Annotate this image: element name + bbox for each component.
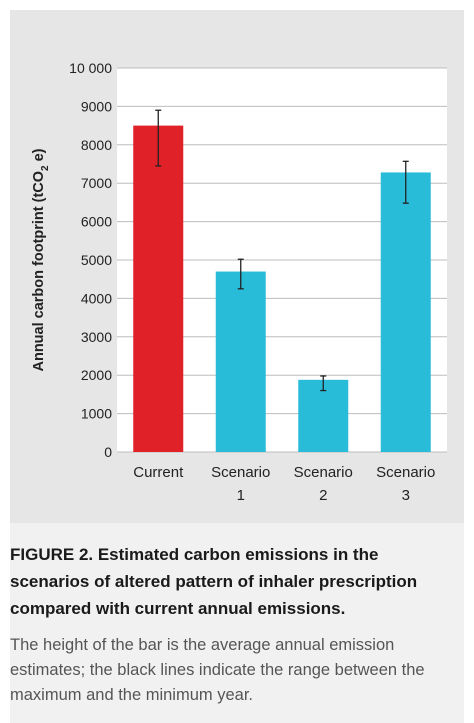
y-tick-label: 4000 xyxy=(81,290,112,306)
x-category-label: Scenario xyxy=(376,464,435,481)
x-category-label: Current xyxy=(133,464,184,481)
x-category-label-line2: 1 xyxy=(237,487,245,504)
x-category-label-line2: 2 xyxy=(319,487,327,504)
x-category-labels: Current Scenario 1 Scenario 2 Scenario 3 xyxy=(133,464,435,504)
y-tick-label: 7000 xyxy=(81,175,112,191)
figure-label: FIGURE 2. xyxy=(10,545,94,564)
y-tick-label: 9000 xyxy=(81,98,112,114)
x-category-label: Scenario xyxy=(211,464,270,481)
x-category-label: Scenario xyxy=(294,464,353,481)
y-axis-label: Annual carbon footprint (tCO2 e) xyxy=(31,148,51,371)
y-tick-labels: 0 1000 2000 3000 4000 5000 6000 7000 8000 9000 10 … xyxy=(69,60,112,460)
bar xyxy=(133,125,184,452)
caption-panel: FIGURE 2. Estimated carbon emissions in … xyxy=(10,523,464,723)
y-tick-label: 0 xyxy=(104,444,112,460)
x-category-label-line2: 3 xyxy=(402,487,410,504)
y-tick-label: 8000 xyxy=(81,137,112,153)
y-tick-label: 1000 xyxy=(81,406,112,422)
bar-chart: 0 1000 2000 3000 4000 5000 6000 7000 8000 9000 10 … xyxy=(31,60,447,504)
y-tick-label: 10 000 xyxy=(69,60,112,76)
figure-title-text: Estimated carbon emissions in the scenar… xyxy=(10,545,418,618)
y-tick-label: 6000 xyxy=(81,214,112,230)
bar xyxy=(380,172,431,452)
figure-description: The height of the bar is the average ann… xyxy=(10,636,425,704)
bar xyxy=(298,379,349,452)
y-tick-label: 2000 xyxy=(81,367,112,383)
y-tick-label: 5000 xyxy=(81,252,112,268)
y-axis-label-main: Annual carbon footprint (tCO xyxy=(31,171,47,372)
chart-panel: 0 1000 2000 3000 4000 5000 6000 7000 8000 9000 10 … xyxy=(10,10,464,523)
y-axis-label-subscript: 2 xyxy=(40,165,51,171)
bar xyxy=(215,271,266,452)
error-bars xyxy=(155,109,409,392)
y-tick-label: 3000 xyxy=(81,329,112,345)
y-axis-label-end: e) xyxy=(31,148,47,165)
figure-title: FIGURE 2. Estimated carbon emissions in … xyxy=(10,541,460,622)
bars xyxy=(133,125,431,452)
